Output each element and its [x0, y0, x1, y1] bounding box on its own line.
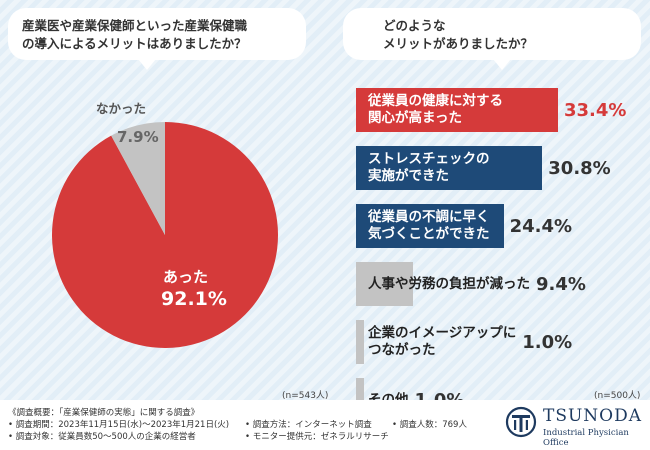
pie-value-yes: 92.1%	[161, 288, 227, 310]
bar-label-4-line-0: 企業のイメージアップに	[368, 325, 517, 341]
bar-label-2: 従業員の不調に早く 気づくことができた	[368, 204, 490, 248]
pie-sample-size: (n=543人)	[282, 391, 329, 401]
bar-value-1: 30.8%	[548, 157, 611, 179]
bar-label-2-line-0: 従業員の不調に早く	[368, 209, 490, 225]
bar-row-0: 従業員の健康に対する 関心が高まった 33.4%	[356, 88, 646, 132]
right-question-line2: メリットがありましたか？	[383, 36, 534, 51]
right-question-line1: どのような	[383, 18, 446, 33]
bar-label-3: 人事や労務の負担が減った	[368, 262, 530, 306]
survey-footer: 《調査概要：「産業保健師の実態」に関する調査》 • 調査期間：2023年11月1…	[0, 400, 650, 450]
bar-value-3: 9.4%	[536, 273, 586, 295]
company-logo: TSUNODA Industrial Physician Office	[505, 404, 645, 448]
survey-target: • 調査対象：従業員数50～500人の企業の経営者	[8, 432, 196, 442]
pie-chart-svg	[51, 122, 278, 348]
bar-value-0: 33.4%	[564, 99, 627, 121]
bar-label-1-line-0: ストレスチェックの	[368, 151, 490, 167]
bar-value-4: 1.0%	[522, 331, 573, 353]
bar-3	[356, 262, 413, 306]
bar-label-0-line-0: 従業員の健康に対する	[368, 93, 503, 109]
bar-chart: 従業員の健康に対する 関心が高まった 33.4% ストレスチェックの 実施ができた 30.…	[356, 88, 646, 422]
logo-subtitle: Industrial Physician Office	[543, 428, 629, 448]
survey-period: • 調査期間：2023年11月15日(水)～2023年1月21日(火)	[8, 420, 230, 430]
pie-slice-no	[111, 122, 165, 235]
bar-label-1: ストレスチェックの 実施ができた	[368, 146, 490, 190]
pie-chart	[0, 70, 330, 400]
pie-value-no: 7.9%	[117, 128, 159, 146]
bar-label-0: 従業員の健康に対する 関心が高まった	[368, 88, 503, 132]
bar-row-4: 企業のイメージアップに つながった 1.0%	[356, 320, 646, 364]
bar-1	[356, 146, 543, 190]
bar-label-4: 企業のイメージアップに つながった	[368, 320, 516, 364]
bar-4	[356, 320, 364, 364]
pie-label-yes: あった	[163, 268, 209, 286]
bar-label-3-line-0: 人事や労務の負担が減った	[368, 275, 530, 292]
bar-label-1-line-1: 実施ができた	[368, 168, 449, 184]
bar-label-4-line-1: つながった	[368, 342, 436, 358]
bar-0	[356, 88, 558, 132]
left-question-line1: 産業医や産業保健師といった産業保健職	[22, 18, 248, 33]
left-question-line2: の導入によるメリットはありましたか？	[22, 36, 247, 51]
pie-slice-yes	[51, 122, 278, 348]
bar-2	[356, 204, 504, 248]
bar-row-3: 人事や労務の負担が減った 9.4%	[356, 262, 646, 306]
bar-row-1: ストレスチェックの 実施ができた 30.8%	[356, 146, 646, 190]
bar-row-2: 従業員の不調に早く 気づくことができた 24.4%	[356, 204, 646, 248]
bar-value-2: 24.4%	[509, 215, 573, 237]
pie-label-no: なかった	[96, 101, 147, 116]
right-question-bubble: どのような メリットがありましたか？	[343, 8, 641, 70]
survey-monitor: • モニター提供元：ゼネラルリサーチ	[245, 432, 389, 442]
logo-name: TSUNODA	[543, 406, 643, 426]
survey-count: • 調査人数：769人	[392, 420, 467, 430]
bar-label-0-line-1: 関心が高まった	[368, 110, 462, 126]
left-question-bubble: 産業医や産業保健師といった産業保健職 の導入によるメリットはありましたか？	[8, 8, 306, 70]
survey-title: 《調査概要：「産業保健師の実態」に関する調査》	[8, 408, 200, 418]
bar-label-2-line-1: 気づくことができた	[368, 226, 490, 242]
survey-method: • 調査方法：インターネット調査	[245, 420, 372, 430]
bar-sample-size: (n=500人)	[594, 391, 641, 401]
tsunoda-logo-icon	[505, 406, 537, 438]
